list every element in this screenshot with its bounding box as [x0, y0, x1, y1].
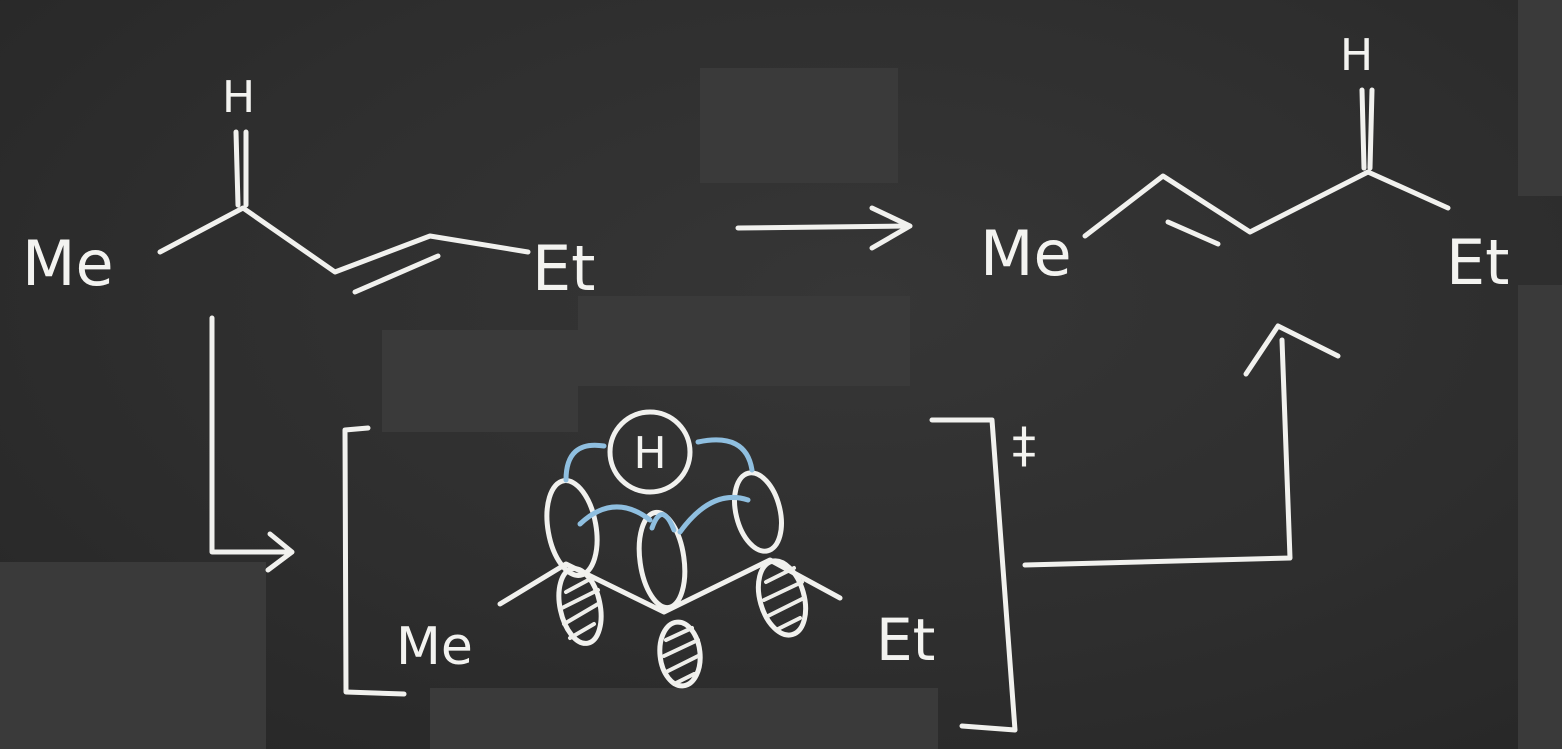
- ts-lower-lobe-2-hatching: [662, 626, 700, 686]
- ts-right-group: Et: [876, 606, 935, 674]
- ts-lower-lobe-2: [657, 619, 703, 689]
- reactant-structure: Me H Et: [22, 72, 595, 305]
- ts-lower-lobe-3: [755, 558, 809, 638]
- ts-lower-lobe-3-hatching: [762, 566, 806, 632]
- redaction-box-right-bottom: [1518, 285, 1562, 749]
- arrow-up-head: [1243, 323, 1341, 377]
- ts-double-dagger: ‡: [1012, 418, 1036, 474]
- redaction-box-top: [700, 68, 898, 183]
- product-right-group: Et: [1446, 226, 1509, 299]
- arrow-to-transition-state: [209, 315, 295, 573]
- arrow-down-head: [265, 531, 295, 573]
- ts-overlap-arc-right-inner: [677, 494, 751, 535]
- ts-overlap-arc-left-inner: [577, 504, 653, 527]
- ts-hydrogen-label: H: [633, 428, 666, 479]
- redaction-box-middle-left: [382, 330, 578, 432]
- ts-right-bracket: [929, 417, 1018, 733]
- reaction-arrow: [735, 205, 913, 251]
- ts-overlap-arc-left-outer: [563, 442, 607, 483]
- redaction-box-middle-right: [578, 296, 910, 386]
- ts-upper-lobe-3: [732, 470, 784, 554]
- reactant-double-bond-line: [352, 253, 441, 295]
- reactant-skeletal-chain: [157, 205, 531, 275]
- ts-overlap-arc-center: [649, 512, 677, 533]
- product-left-group: Me: [980, 217, 1072, 290]
- ts-left-bracket: [342, 425, 407, 697]
- reaction-arrow-shaft: [735, 223, 909, 231]
- product-migrating-atom: H: [1340, 30, 1373, 81]
- reactant-c-h-wedge-bond: [233, 129, 249, 208]
- ts-overlap-arc-right-outer: [695, 437, 755, 473]
- product-c-h-wedge-bond: [1359, 87, 1375, 171]
- arrow-to-product: [1022, 323, 1341, 568]
- product-skeletal-chain: [1082, 169, 1451, 239]
- transition-state: ‡ Me Et H: [342, 409, 1036, 733]
- arrow-down-shaft: [209, 315, 289, 555]
- reactant-right-group: Et: [532, 232, 595, 305]
- ts-lower-lobe-1-hatching: [560, 576, 600, 640]
- ts-lower-lobe-1: [556, 566, 604, 646]
- ts-upper-lobe-2: [636, 509, 688, 611]
- ts-hydrogen-circle: [607, 409, 693, 495]
- redaction-box-bottom: [430, 688, 938, 749]
- reaction-arrow-head: [869, 205, 913, 251]
- reactant-migrating-atom: H: [222, 72, 255, 123]
- ts-left-group: Me: [396, 617, 473, 677]
- product-double-bond-line: [1165, 219, 1221, 247]
- redaction-box-bottom-left: [0, 562, 266, 749]
- ts-upper-lobe-1: [544, 478, 600, 578]
- product-structure: Me H Et: [980, 30, 1509, 299]
- redaction-box-right-top: [1518, 0, 1562, 196]
- arrow-up-shaft: [1022, 337, 1293, 568]
- reactant-left-group: Me: [22, 227, 114, 300]
